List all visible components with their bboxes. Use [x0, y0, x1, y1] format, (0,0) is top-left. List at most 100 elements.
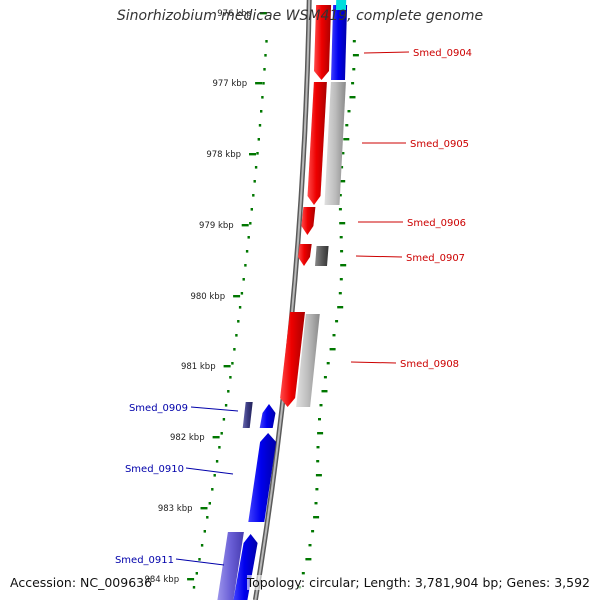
gc-dot: [249, 222, 252, 225]
cds-smed-0909: [259, 404, 276, 428]
gc-dot: [195, 572, 198, 575]
gc-dot: [265, 40, 268, 43]
scale-tick: [187, 578, 195, 581]
scale-tick: [212, 436, 220, 439]
map-title: Sinorhizobium medicae WSM419, complete g…: [116, 8, 484, 24]
gc-bar: [315, 488, 319, 491]
gc-dot: [254, 166, 258, 169]
gc-bar: [340, 166, 344, 169]
gc-dot: [253, 180, 256, 183]
gc-dot: [262, 82, 265, 85]
gc-bar: [339, 222, 346, 225]
gc-dot: [213, 474, 216, 477]
gene-label-smed-0911: Smed_0911: [115, 555, 174, 566]
cds-smed-0908: [280, 312, 305, 407]
gc-dot: [224, 404, 228, 407]
gc-dot: [258, 124, 262, 127]
gene-labels: Smed_0904 Smed_0905 Smed_0906 Smed_0907 Smed…: [115, 48, 472, 566]
scale-tick: [233, 295, 241, 298]
gc-dot: [208, 502, 211, 505]
gc-dot: [247, 236, 250, 239]
gc-dot: [250, 208, 253, 211]
gc-bar: [329, 348, 336, 351]
blast-hit-smed-0909: [242, 402, 253, 428]
gc-bar: [335, 320, 339, 323]
scale-label: 976 kbp: [217, 9, 252, 19]
label-leader-line: [175, 558, 225, 566]
gc-bar: [316, 446, 320, 449]
backbone-highlight: [254, 0, 311, 600]
scale-ticks: 976 kbp 977 kbp 978 kbp 979 kbp 980 kbp 981 k…: [144, 9, 267, 585]
gc-dot: [263, 68, 266, 71]
label-leader-line: [363, 51, 410, 54]
gc-bar: [351, 82, 355, 85]
gc-dot: [222, 418, 226, 421]
gc-bar: [326, 362, 330, 365]
gc-bar: [343, 138, 350, 141]
gc-bar: [338, 292, 342, 295]
gc-bar: [338, 194, 342, 197]
gc-bar: [349, 96, 356, 99]
scale-tick: [200, 507, 208, 510]
gc-dot: [264, 54, 267, 57]
gc-bar: [339, 236, 343, 239]
gc-bar: [305, 558, 312, 561]
gc-dot: [218, 446, 221, 449]
gc-dot: [227, 390, 230, 393]
cds-smed-0910: [248, 433, 277, 522]
gc-dot: [203, 530, 206, 533]
gc-bar: [338, 208, 342, 211]
gc-dot: [245, 250, 249, 253]
gc-dot: [215, 460, 219, 463]
scale-tick: [249, 153, 256, 156]
blast-hit-cyan: [336, 0, 347, 10]
gc-bar: [318, 418, 321, 421]
cds-smed-0904: [314, 5, 332, 80]
gc-bar: [352, 68, 356, 71]
scale-label: 979 kbp: [199, 221, 234, 231]
gc-content-track-right: [298, 40, 359, 589]
gc-dot: [257, 138, 260, 141]
scale-tick: [241, 224, 249, 227]
scale-label: 981 kbp: [181, 362, 216, 372]
scale-label: 977 kbp: [212, 79, 247, 89]
gc-dot: [198, 558, 201, 561]
gc-bar: [352, 40, 356, 43]
gc-bar: [352, 54, 359, 57]
cds-smed-0907: [298, 244, 312, 266]
gc-bar: [339, 278, 343, 281]
gc-bar: [347, 110, 351, 113]
label-leader-line: [190, 406, 239, 412]
label-leader-line: [350, 361, 397, 364]
gc-dot: [200, 544, 204, 547]
label-leader-line: [355, 255, 403, 258]
gc-bar: [315, 474, 322, 477]
scale-tick: [259, 12, 267, 15]
blast-hit-smed-0905: [324, 82, 346, 205]
gc-skew-track: [192, 40, 359, 589]
gc-dot: [192, 586, 196, 589]
feature-track: [217, 0, 348, 600]
blast-hit-smed-0904: [331, 5, 348, 80]
accession-text: Accession: NC_009636: [10, 575, 153, 590]
gc-dot: [252, 194, 255, 197]
blast-hit-smed-0911: [217, 532, 244, 600]
gc-bar: [345, 124, 349, 127]
scale-tick: [223, 365, 231, 368]
scale-tick: [255, 82, 263, 85]
gene-label-smed-0906: Smed_0906: [407, 218, 466, 229]
gene-label-smed-0908: Smed_0908: [400, 359, 459, 370]
blast-hit-smed-0908: [296, 314, 320, 407]
topology-text: Topology: circular; Length: 3,781,904 bp…: [246, 575, 590, 590]
scale-label: 984 kbp: [144, 575, 179, 585]
gc-dot: [237, 320, 240, 323]
gc-bar: [323, 376, 327, 379]
gc-dot: [244, 264, 247, 267]
gc-dot: [260, 110, 263, 113]
gc-bar: [317, 432, 324, 435]
backbone-track: [252, 0, 312, 600]
gc-bar: [313, 516, 320, 519]
gc-bar: [314, 502, 318, 505]
